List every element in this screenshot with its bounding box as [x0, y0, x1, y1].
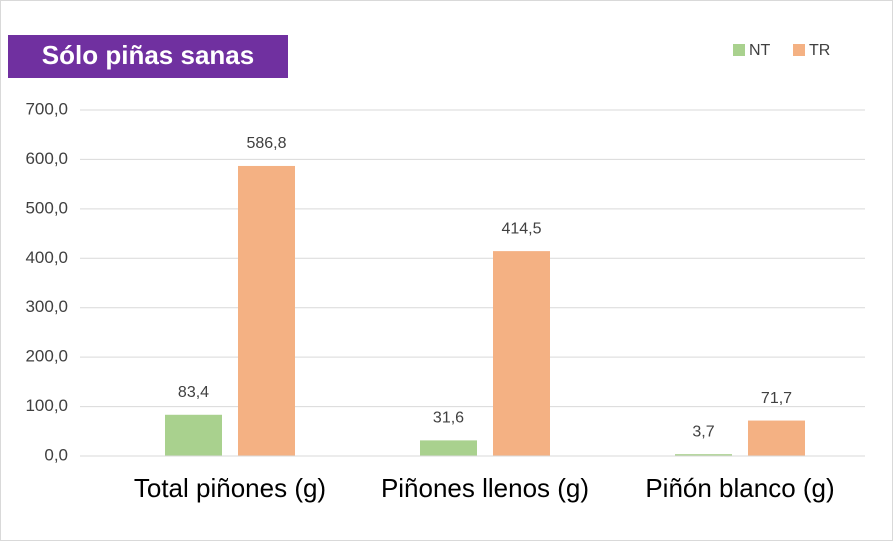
- bar: [748, 420, 805, 456]
- x-tick-label: Piñón blanco (g): [645, 473, 834, 503]
- data-label: 3,7: [692, 423, 714, 440]
- data-label: 83,4: [178, 384, 209, 401]
- y-tick-label: 200,0: [25, 347, 68, 366]
- y-tick-label: 100,0: [25, 396, 68, 415]
- y-tick-label: 300,0: [25, 297, 68, 316]
- y-tick-label: 0,0: [44, 445, 68, 464]
- y-tick-label: 400,0: [25, 248, 68, 267]
- title-box: [8, 35, 288, 78]
- x-tick-label: Piñones llenos (g): [381, 473, 589, 503]
- y-tick-label: 700,0: [25, 99, 68, 118]
- bar: [675, 454, 732, 456]
- legend-swatch: [793, 44, 805, 56]
- bar: [165, 414, 222, 456]
- bar: [493, 251, 550, 456]
- legend-label: NT: [749, 42, 771, 59]
- bar: [238, 165, 295, 457]
- data-label: 414,5: [501, 220, 541, 237]
- data-label: 31,6: [433, 410, 464, 427]
- legend-label: TR: [809, 42, 830, 59]
- data-label: 71,7: [761, 390, 792, 407]
- y-tick-label: 600,0: [25, 149, 68, 168]
- data-label: 586,8: [246, 135, 286, 152]
- y-tick-label: 500,0: [25, 198, 68, 217]
- legend-swatch: [733, 44, 745, 56]
- chart-title: Sólo piñas sanas: [42, 40, 254, 70]
- x-tick-label: Total piñones (g): [134, 473, 326, 503]
- bar: [420, 440, 477, 456]
